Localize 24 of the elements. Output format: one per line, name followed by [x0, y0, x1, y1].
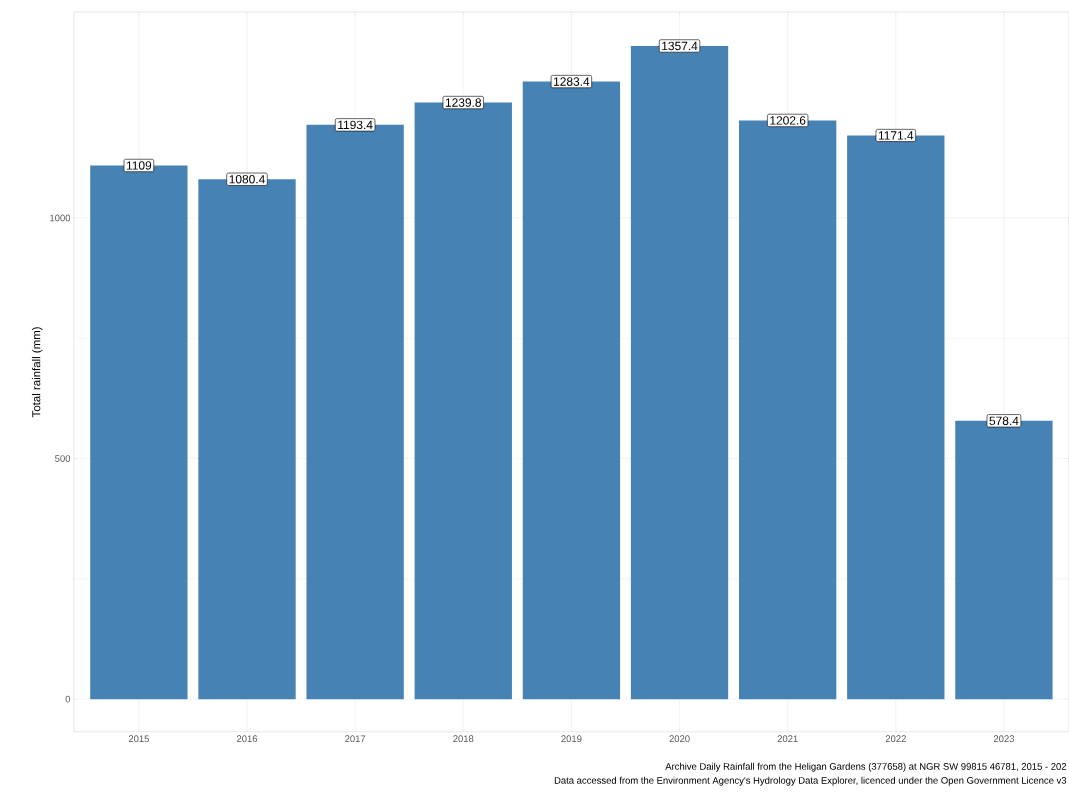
x-tick-label: 2022	[885, 735, 906, 743]
y-tick-label: 500	[55, 455, 71, 462]
data-label: 1283.4	[554, 77, 590, 86]
x-tick-label: 2018	[453, 735, 474, 743]
data-label: 1193.4	[338, 120, 373, 130]
data-label: 1202.6	[770, 116, 806, 125]
x-tick-label: 2015	[128, 735, 149, 743]
data-label: 1357.4	[662, 41, 698, 51]
y-axis-title: Total rainfall (mm)	[31, 327, 43, 418]
data-label: 1080.4	[229, 175, 265, 184]
x-tick-label: 2020	[669, 735, 690, 743]
text: Data accessed from the Environment Agency's Hydrology Data Explorer, licenced under the Open Government Licence v3	[554, 776, 1067, 786]
text: Archive Daily Rainfall from the Heligan Gardens (377658) at NGR SW 99815 46781, 2015 - 202	[665, 762, 1067, 772]
y-tick-label: 0	[65, 695, 71, 703]
x-tick-label: 2019	[561, 735, 582, 743]
data-label: 578.4	[989, 416, 1019, 426]
x-tick-label: 2023	[993, 735, 1015, 743]
y-tick-label: 1000	[50, 214, 71, 222]
x-tick-label: 2021	[777, 735, 798, 743]
x-tick-label: 2016	[236, 735, 258, 743]
data-label: 1109	[126, 161, 152, 170]
x-tick-label: 2017	[345, 735, 366, 743]
data-label: 1171.4	[878, 131, 914, 140]
data-label: 1239.8	[445, 98, 482, 107]
